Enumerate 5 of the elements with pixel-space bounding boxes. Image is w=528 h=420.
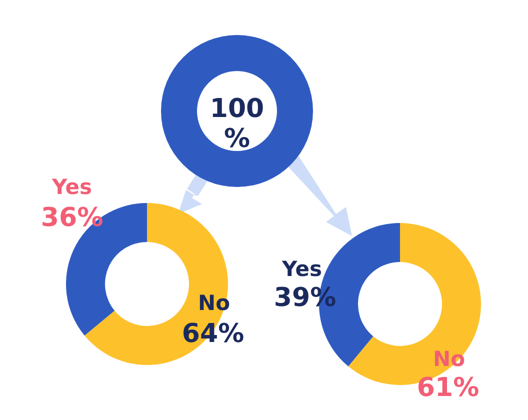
slice-label: Yes	[280, 257, 322, 281]
data-label: 36%	[40, 203, 104, 233]
slice-label: Yes	[50, 175, 92, 199]
data-label: 61%	[416, 373, 480, 403]
data-label: 100 %	[210, 94, 264, 154]
